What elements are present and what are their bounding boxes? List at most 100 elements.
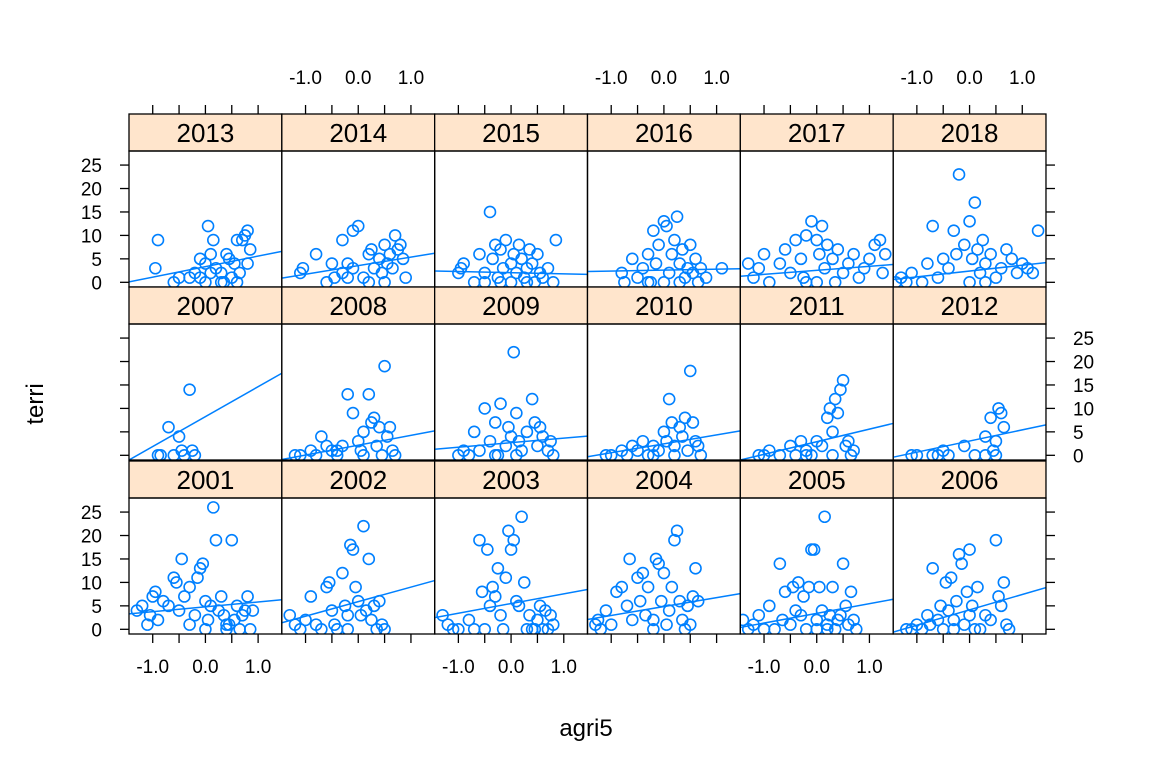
data-point-2014-26 xyxy=(399,271,412,284)
data-point-2016-4 xyxy=(636,261,650,275)
x-tick-label-bottom: 1.0 xyxy=(245,657,271,678)
data-point-2006-4 xyxy=(921,608,934,622)
data-point-2003-23 xyxy=(517,576,531,589)
data-point-2001-23 xyxy=(209,533,223,547)
panel-2017: 2017 xyxy=(739,113,894,288)
panel-contents-2006 xyxy=(893,533,1046,634)
data-point-2013-10 xyxy=(207,233,220,247)
x-tick-label-top: 1.0 xyxy=(1009,68,1035,89)
data-point-2013-18 xyxy=(228,257,241,270)
data-point-2017-11 xyxy=(799,229,813,242)
data-point-2014-27 xyxy=(378,276,391,287)
data-point-2004-19 xyxy=(657,566,671,580)
data-point-2018-15 xyxy=(965,252,979,266)
y-tick-label-right: 5 xyxy=(1073,423,1084,444)
strip-2010 xyxy=(586,286,741,325)
data-point-2005-3 xyxy=(752,608,766,622)
data-point-2003-0 xyxy=(436,608,449,622)
data-point-2003-5 xyxy=(467,623,481,634)
data-point-2006-27 xyxy=(992,590,1005,603)
y-tick-label-left: 5 xyxy=(91,597,102,618)
data-point-2006-7 xyxy=(931,613,945,627)
data-point-2011-13 xyxy=(826,425,839,439)
data-point-2017-19 xyxy=(828,276,842,287)
data-point-2011-0 xyxy=(752,449,766,460)
data-point-2003-22 xyxy=(515,510,528,524)
data-point-2018-30 xyxy=(1031,224,1045,238)
data-point-2004-20 xyxy=(660,618,673,631)
x-tick-label-top: 1.0 xyxy=(398,68,424,89)
data-point-2004-4 xyxy=(604,618,618,631)
panel-2005: 2005 xyxy=(739,460,894,635)
data-point-2015-30 xyxy=(478,276,492,287)
data-point-2018-7 xyxy=(931,271,945,284)
data-point-2015-6 xyxy=(483,205,497,219)
data-point-2018-21 xyxy=(984,247,997,261)
data-point-2014-1 xyxy=(296,261,310,275)
panel-contents-2004 xyxy=(587,524,741,634)
panel-contents-2003 xyxy=(434,510,588,634)
data-point-2005-21 xyxy=(813,580,826,594)
panel-contents-2015 xyxy=(434,205,588,287)
data-point-2009-26 xyxy=(488,449,502,460)
y-tick-label-right: 25 xyxy=(1073,329,1094,350)
data-point-2009-5 xyxy=(478,402,492,415)
data-point-2015-12 xyxy=(499,233,513,247)
data-point-2013-7 xyxy=(199,257,212,270)
data-point-2017-13 xyxy=(810,233,824,247)
data-point-2003-10 xyxy=(483,599,497,613)
data-point-2011-14 xyxy=(828,392,842,406)
data-point-2004-6 xyxy=(615,580,629,594)
data-point-2017-26 xyxy=(863,252,876,266)
panel-2016: 2016 xyxy=(586,113,741,288)
data-point-2013-21 xyxy=(233,266,246,280)
panel-2004: 2004 xyxy=(586,460,741,635)
y-tick-label-left: 20 xyxy=(81,527,102,548)
data-point-2016-3 xyxy=(631,271,644,284)
data-point-2010-15 xyxy=(673,420,687,434)
data-point-2001-38 xyxy=(199,623,212,634)
data-point-2011-11 xyxy=(820,411,834,425)
panel-contents-2009 xyxy=(434,345,588,460)
strip-2009 xyxy=(434,286,589,325)
data-point-2005-4 xyxy=(757,623,771,634)
data-point-2016-25 xyxy=(699,271,713,284)
data-point-2001-10 xyxy=(170,576,183,589)
data-point-2015-13 xyxy=(504,257,518,270)
data-point-2006-15 xyxy=(952,547,966,561)
panel-2001: 2001 xyxy=(128,460,283,635)
data-point-2003-9 xyxy=(481,543,494,556)
y-axis-title: terri xyxy=(22,383,49,424)
data-point-2013-8 xyxy=(201,219,215,233)
data-point-2002-3 xyxy=(299,613,312,627)
strip-2007 xyxy=(128,286,283,325)
x-tick-label-top: -1.0 xyxy=(289,68,322,89)
y-tick-label-left: 0 xyxy=(91,273,102,294)
data-point-2009-14 xyxy=(510,406,523,420)
panel-contents-2010 xyxy=(587,364,741,460)
data-point-2001-36 xyxy=(243,623,257,634)
data-point-2006-31 xyxy=(1002,623,1016,634)
data-point-2011-15 xyxy=(831,406,845,420)
data-point-2005-14 xyxy=(794,608,808,622)
data-point-2004-33 xyxy=(647,613,660,627)
data-point-2002-17 xyxy=(349,580,362,594)
strip-label-2017: 2017 xyxy=(788,118,846,148)
data-point-2017-23 xyxy=(847,247,860,261)
panel-contents-2001 xyxy=(129,501,282,634)
data-point-2002-2 xyxy=(293,623,307,634)
data-point-2010-12 xyxy=(662,392,676,406)
data-point-2004-14 xyxy=(641,580,655,594)
data-point-2009-13 xyxy=(507,345,521,359)
y-tick-label-left: 25 xyxy=(81,503,102,524)
data-point-2001-29 xyxy=(225,533,239,547)
data-point-2016-11 xyxy=(660,219,673,233)
data-point-2008-3 xyxy=(309,449,323,460)
data-point-2016-6 xyxy=(644,276,658,287)
data-point-2014-4 xyxy=(325,257,339,270)
data-point-2003-19 xyxy=(507,533,521,547)
panel-contents-2005 xyxy=(740,510,894,634)
data-point-2016-12 xyxy=(662,266,676,280)
data-point-2013-1 xyxy=(149,261,162,275)
strip-2018 xyxy=(892,113,1047,152)
